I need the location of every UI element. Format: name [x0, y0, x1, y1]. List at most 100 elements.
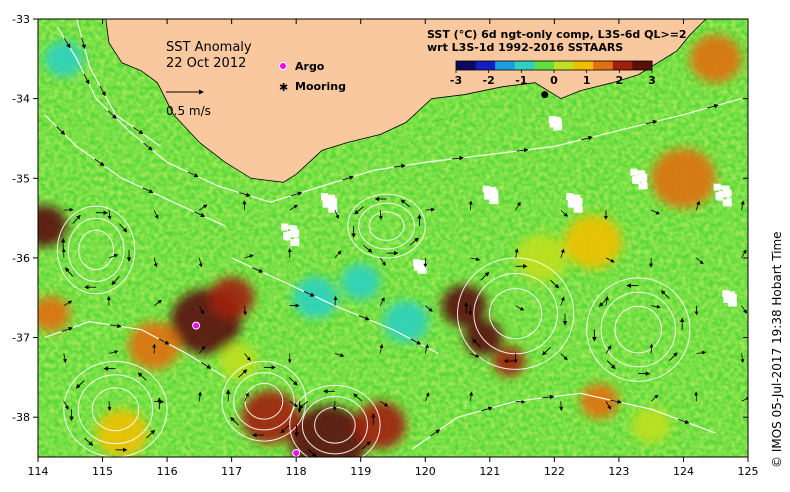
current-vector-arrow [469, 391, 474, 402]
current-vector-arrow [581, 135, 593, 141]
current-vector-arrow [63, 401, 69, 410]
no-data-pixel [281, 223, 289, 231]
current-vector-arrow [651, 209, 661, 215]
ssh-contour [244, 382, 284, 420]
current-vector-arrow [107, 210, 112, 220]
current-vector-arrow [741, 305, 748, 314]
current-vector-arrow [610, 399, 622, 404]
current-vector-arrow [353, 393, 363, 402]
current-vector-arrow [425, 207, 436, 212]
current-vector-arrow [107, 401, 112, 412]
ssh-contour [368, 211, 405, 241]
no-data-pixel [573, 205, 583, 213]
current-vector-arrow [153, 209, 159, 220]
current-vector-arrow [550, 279, 560, 289]
x-tick-label: 122 [544, 465, 565, 478]
no-data-pixel [638, 170, 646, 175]
anomaly-patch [292, 276, 339, 319]
current-vector-arrow [108, 350, 119, 355]
current-vector-arrow [61, 326, 74, 332]
no-data-layer [281, 115, 737, 307]
x-tick-label: 119 [350, 465, 371, 478]
current-vector-arrow [63, 207, 74, 212]
current-vector-arrow [230, 416, 240, 426]
anomaly-patch [564, 215, 623, 269]
no-data-pixel [570, 199, 576, 204]
no-data-pixel [290, 239, 300, 247]
ssh-contour [600, 291, 676, 368]
current-vector-arrow [409, 237, 420, 246]
argo-float-marker[interactable] [192, 321, 201, 330]
no-data-pixel [567, 200, 573, 208]
sst-colorbar [455, 60, 653, 71]
current-vector-arrow [514, 248, 519, 258]
current-vector-arrow [358, 315, 370, 321]
ssh-contour [78, 229, 115, 271]
x-tick-label: 124 [673, 465, 694, 478]
ssh-contour [56, 205, 136, 295]
current-vector-arrow [410, 338, 422, 345]
mooring-marker[interactable] [541, 91, 549, 99]
anomaly-patch [44, 40, 84, 77]
ssh-contour [488, 288, 543, 340]
argo-legend-label: Argo [295, 60, 325, 73]
anomaly-patch [464, 319, 503, 356]
ssh-contour-line [44, 321, 226, 378]
no-data-pixel [573, 195, 581, 200]
no-data-pixel [413, 259, 421, 267]
current-vector-arrow [379, 400, 389, 407]
current-vector-arrow [199, 204, 208, 211]
current-vector-arrow [425, 305, 433, 312]
ssh-contour [301, 395, 368, 455]
colorbar-segment [554, 61, 575, 70]
colorbar-segment [632, 61, 653, 70]
longitude-axis: 114 115 116 117 118 119 120 121 122 123 124 125 [28, 19, 759, 478]
no-data-pixel [486, 191, 492, 196]
current-vector-arrow [290, 191, 303, 197]
x-tick-label: 123 [608, 465, 629, 478]
current-vector-arrow [81, 37, 86, 50]
current-vector-arrow [146, 429, 156, 439]
colorbar-tick-label: 1 [583, 74, 591, 87]
current-vector-arrow [56, 126, 66, 135]
anomaly-patch [580, 383, 619, 420]
current-vector-arrow [194, 211, 206, 217]
x-tick-label: 120 [415, 465, 436, 478]
current-vector-arrow [84, 437, 94, 447]
current-vector-arrow [660, 290, 670, 299]
colorbar-tick-label: -1 [515, 74, 527, 87]
current-vector-arrow [740, 200, 745, 211]
current-vector-arrow [678, 418, 690, 424]
no-data-pixel [328, 198, 336, 206]
current-vector-arrow [470, 257, 481, 262]
current-vector-arrow [64, 267, 74, 277]
current-vector-arrow [651, 304, 661, 309]
current-vector-arrow [142, 187, 154, 194]
current-vector-arrow [289, 400, 298, 407]
colorbar-tick-label: -2 [483, 74, 495, 87]
no-data-pixel [553, 119, 561, 127]
no-data-pixel [417, 260, 425, 265]
current-vector-arrow [187, 171, 199, 178]
current-vector-arrow [606, 360, 616, 370]
argo-float-marker[interactable] [292, 449, 301, 457]
current-vector-arrow [153, 257, 158, 268]
current-vector-arrow [393, 163, 406, 169]
current-vector-arrow [239, 192, 251, 197]
current-vector-arrow [99, 85, 106, 97]
no-data-pixel [548, 115, 556, 123]
ssh-contour [67, 217, 125, 282]
current-vector-arrow [645, 119, 658, 125]
y-tick-label: -37 [12, 332, 30, 345]
x-tick-label: 121 [479, 465, 500, 478]
current-vector-arrow [354, 206, 364, 215]
no-data-pixel [638, 182, 648, 190]
current-vector-arrow [378, 210, 383, 220]
colorbar-segment [456, 61, 477, 70]
current-vector-arrow [542, 394, 555, 400]
map-title: SST Anomaly [166, 40, 252, 55]
current-vector-arrow [741, 249, 747, 259]
australia-landmass [105, 19, 707, 183]
x-tick-label: 118 [286, 465, 307, 478]
